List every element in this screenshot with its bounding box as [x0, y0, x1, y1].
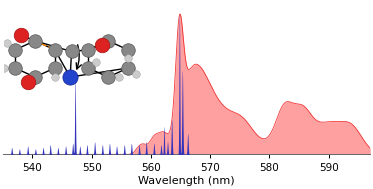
Point	[18, 34, 24, 37]
Point	[1, 67, 7, 70]
Point	[125, 67, 131, 70]
Point	[52, 67, 58, 70]
Point	[12, 48, 18, 51]
Point	[69, 50, 75, 53]
Point	[93, 60, 99, 63]
Point	[125, 48, 131, 51]
Point	[32, 39, 38, 42]
Point	[125, 57, 131, 60]
Point	[85, 67, 91, 70]
Point	[12, 67, 18, 70]
Point	[105, 39, 111, 42]
Point	[67, 76, 73, 79]
Point	[85, 48, 91, 51]
Point	[105, 76, 111, 79]
Point	[133, 73, 139, 76]
X-axis label: Wavelength (nm): Wavelength (nm)	[138, 176, 235, 186]
Point	[25, 81, 31, 84]
Point	[52, 48, 58, 51]
Point	[4, 42, 10, 45]
Point	[32, 76, 38, 79]
Point	[99, 43, 105, 46]
Point	[52, 75, 58, 78]
Point	[116, 76, 122, 79]
Point	[24, 82, 30, 85]
